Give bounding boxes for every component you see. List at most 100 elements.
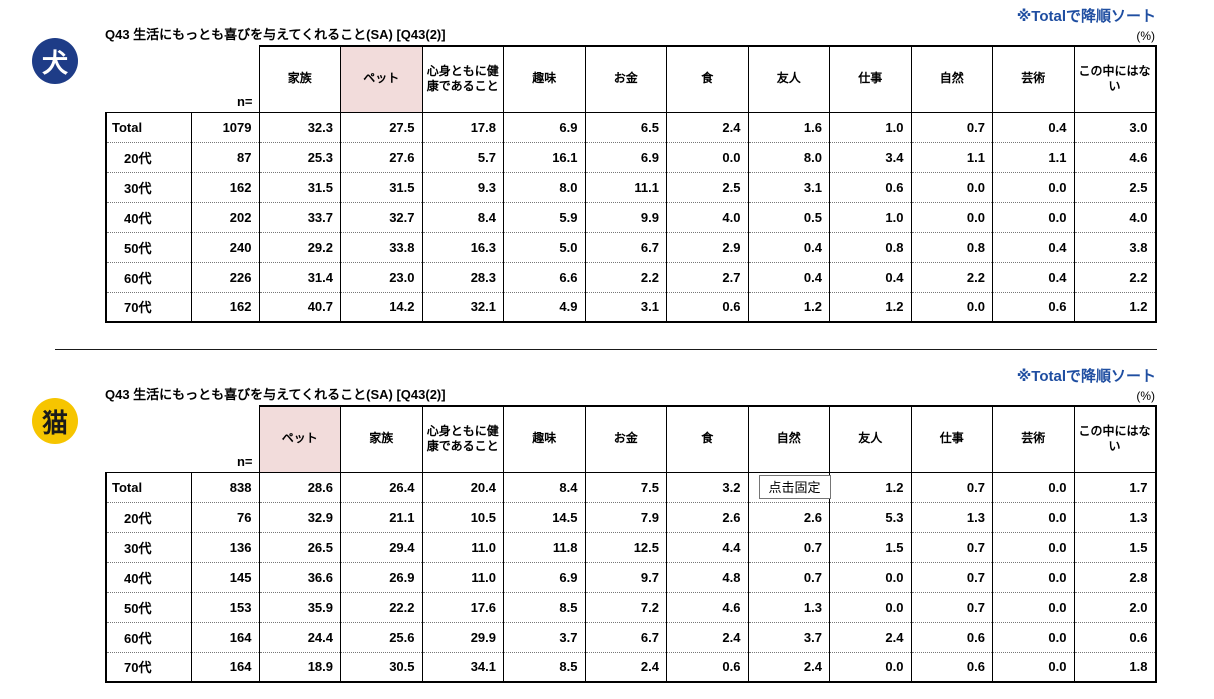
value-cell: 0.0	[992, 201, 1075, 232]
value-cell: 27.6	[340, 141, 423, 172]
value-cell: 6.6	[503, 261, 586, 292]
value-cell: 9.7	[584, 561, 667, 592]
value-cell: 2.8	[1073, 561, 1157, 592]
value-cell: 0.0	[829, 591, 912, 622]
column-header: 友人	[747, 45, 830, 113]
table-row: 50代 153 35.9 22.2 17.6 8.5 7.2 4.6 1.3 0.0 0.7 0.0 2…	[105, 591, 1157, 622]
column-header: ペット	[258, 405, 341, 473]
table-row: 30代 162 31.5 31.5 9.3 8.0 11.1 2.5 3.1 0.6 0.0 0.0 2…	[105, 171, 1157, 202]
value-cell: 14.5	[503, 501, 586, 532]
value-cell: 1.0	[829, 111, 912, 142]
value-cell: 0.4	[747, 231, 830, 262]
value-cell: 0.4	[992, 261, 1075, 292]
value-cell: 1.1	[910, 141, 993, 172]
n-value: 164	[190, 621, 260, 652]
value-cell: 31.5	[340, 171, 423, 202]
value-cell: 0.0	[992, 591, 1075, 622]
value-cell: 3.8	[1073, 231, 1157, 262]
column-header: 自然	[747, 405, 830, 473]
value-cell: 31.5	[258, 171, 341, 202]
row-label: 70代	[105, 651, 192, 683]
value-cell: 0.4	[829, 261, 912, 292]
n-value: 162	[190, 171, 260, 202]
value-cell: 9.9	[584, 201, 667, 232]
value-cell: 0.0	[910, 201, 993, 232]
value-cell: 0.0	[829, 561, 912, 592]
value-cell: 11.0	[421, 531, 504, 562]
row-label: Total	[105, 471, 192, 502]
value-cell: 3.1	[747, 171, 830, 202]
value-cell: 1.8	[1073, 651, 1157, 683]
value-cell: 3.2	[666, 471, 749, 502]
table-row: 70代 164 18.9 30.5 34.1 8.5 2.4 0.6 2.4 0.0 0.6 0.0 1…	[105, 651, 1157, 683]
n-label: n=	[191, 406, 259, 472]
table-row: 70代 162 40.7 14.2 32.1 4.9 3.1 0.6 1.2 1.2 0.0 0.6 1…	[105, 291, 1157, 323]
value-cell: 0.4	[992, 231, 1075, 262]
value-cell: 0.0	[992, 651, 1075, 683]
n-value: 136	[190, 531, 260, 562]
value-cell: 26.5	[258, 531, 341, 562]
value-cell: 0.6	[910, 651, 993, 683]
row-label: 20代	[105, 501, 192, 532]
row-label: 40代	[105, 561, 192, 592]
value-cell: 0.6	[666, 651, 749, 683]
column-header: 家族	[340, 405, 423, 473]
value-cell: 8.5	[503, 651, 586, 683]
value-cell: 22.2	[340, 591, 423, 622]
row-label: 20代	[105, 141, 192, 172]
n-value: 202	[190, 201, 260, 232]
table-title: Q43 生活にもっとも喜びを与えてくれること(SA) [Q43(2)]	[105, 27, 446, 42]
value-cell: 5.7	[421, 141, 504, 172]
corner-cell	[106, 46, 191, 112]
value-cell: 32.1	[421, 291, 504, 323]
column-header: 自然	[910, 45, 993, 113]
pinned-tooltip: 点击固定	[758, 474, 831, 499]
value-cell: 0.4	[747, 261, 830, 292]
cat-section: ※Totalで降順ソート 猫 Q43 生活にもっとも喜びを与えてくれること(SA…	[0, 364, 1214, 683]
column-header: この中にはない	[1073, 405, 1157, 473]
cat-results-table: n= ペット 家族 心身ともに健康であること 趣味 お金食自然 友人 仕事 芸術 この中にはない T…	[105, 405, 1157, 683]
value-cell: 26.4	[340, 471, 423, 502]
value-cell: 0.0	[666, 141, 749, 172]
table-row: 40代 145 36.6 26.9 11.0 6.9 9.7 4.8 0.7 0.0 0.7 0.0 2…	[105, 561, 1157, 592]
table-row: Total 1079 32.3 27.5 17.8 6.9 6.5 2.4 1.6 1.0 0.7 0…	[105, 111, 1157, 142]
column-header: 家族	[258, 45, 341, 113]
column-header: ペット	[340, 45, 423, 113]
value-cell: 32.9	[258, 501, 341, 532]
value-cell: 4.9	[503, 291, 586, 323]
value-cell: 12.5	[584, 531, 667, 562]
table-row: 50代 240 29.2 33.8 16.3 5.0 6.7 2.9 0.4 0.8 0.8 0.4 3…	[105, 231, 1157, 262]
value-cell: 2.4	[666, 621, 749, 652]
dog-title-row: Q43 生活にもっとも喜びを与えてくれること(SA) [Q43(2)] (%)	[105, 26, 1155, 45]
value-cell: 21.1	[340, 501, 423, 532]
dog-section: ※Totalで降順ソート 犬 Q43 生活にもっとも喜びを与えてくれること(SA…	[0, 0, 1214, 323]
value-cell: 2.2	[910, 261, 993, 292]
value-cell: 1.5	[1073, 531, 1157, 562]
corner-cell	[106, 406, 191, 472]
value-cell: 7.5	[584, 471, 667, 502]
table-row: 30代 136 26.5 29.4 11.0 11.8 12.5 4.4 0.7 1.5 0.7 0.…	[105, 531, 1157, 562]
value-cell: 0.6	[666, 291, 749, 323]
column-header: この中にはない	[1073, 45, 1157, 113]
value-cell: 17.6	[421, 591, 504, 622]
value-cell: 0.0	[992, 621, 1075, 652]
n-value: 838	[190, 471, 260, 502]
value-cell: 25.6	[340, 621, 423, 652]
value-cell: 16.3	[421, 231, 504, 262]
value-cell: 6.5	[584, 111, 667, 142]
value-cell: 3.7	[747, 621, 830, 652]
n-value: 240	[190, 231, 260, 262]
value-cell: 11.0	[421, 561, 504, 592]
table-row: 60代 226 31.4 23.0 28.3 6.6 2.2 2.7 0.4 0.4 2.2 0.4 2…	[105, 261, 1157, 292]
value-cell: 32.3	[258, 111, 341, 142]
value-cell: 0.4	[992, 111, 1075, 142]
value-cell: 33.7	[258, 201, 341, 232]
value-cell: 2.5	[666, 171, 749, 202]
value-cell: 0.6	[910, 621, 993, 652]
value-cell: 24.4	[258, 621, 341, 652]
value-cell: 2.5	[1073, 171, 1157, 202]
value-cell: 9.3	[421, 171, 504, 202]
value-cell: 2.6	[666, 501, 749, 532]
value-cell: 1.3	[747, 591, 830, 622]
column-header: 心身ともに健康であること	[421, 405, 504, 473]
